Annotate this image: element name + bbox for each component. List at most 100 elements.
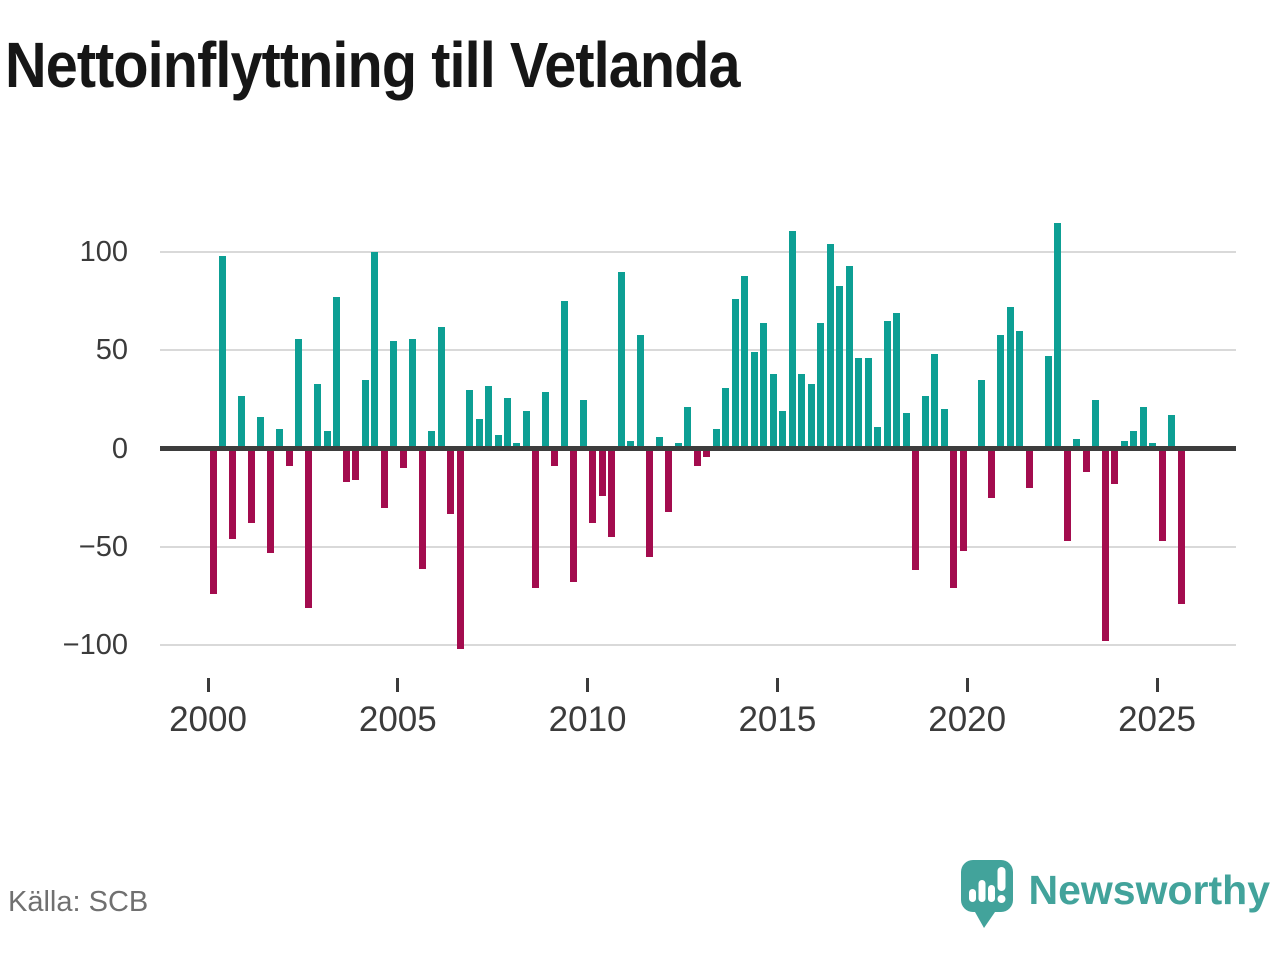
newsworthy-wordmark: Newsworthy bbox=[1028, 866, 1271, 913]
bar-2023-Q3 bbox=[1101, 448, 1109, 642]
bar-2021-Q2 bbox=[1016, 330, 1024, 449]
y-axis-label: 50 bbox=[95, 334, 128, 367]
bar-2011-Q4 bbox=[655, 436, 663, 449]
bar-2007-Q4 bbox=[503, 397, 511, 449]
newsworthy-logo: Newsworthy bbox=[957, 858, 1271, 930]
bar-2020-Q3 bbox=[987, 448, 995, 498]
bar-2025-Q3 bbox=[1177, 448, 1185, 604]
bar-2016-Q3 bbox=[836, 285, 844, 449]
bar-2001-Q2 bbox=[257, 417, 265, 449]
x-axis-label: 2010 bbox=[548, 700, 627, 739]
bar-2013-Q4 bbox=[731, 299, 739, 449]
bar-2004-Q4 bbox=[390, 340, 398, 449]
source-note: Källa: SCB bbox=[8, 886, 149, 918]
chart-title: Nettoinflyttning till Vetlanda bbox=[5, 29, 740, 101]
bar-2019-Q2 bbox=[940, 409, 948, 449]
x-tick-2000 bbox=[206, 678, 210, 692]
bar-2001-Q3 bbox=[266, 448, 274, 553]
bar-2022-Q1 bbox=[1044, 356, 1052, 449]
bar-2015-Q3 bbox=[798, 374, 806, 449]
bar-2008-Q3 bbox=[532, 448, 540, 589]
bar-2002-Q1 bbox=[285, 448, 293, 467]
bar-2003-Q4 bbox=[352, 448, 360, 481]
newsworthy-bubble-chart-icon bbox=[960, 860, 1013, 928]
bar-2007-Q3 bbox=[494, 434, 502, 449]
bar-2004-Q2 bbox=[371, 252, 379, 449]
bar-2006-Q4 bbox=[466, 389, 474, 449]
gridline-y--100 bbox=[160, 644, 1236, 647]
y-axis-label: −50 bbox=[78, 530, 128, 563]
bar-2023-Q2 bbox=[1092, 399, 1100, 449]
bar-2007-Q2 bbox=[485, 385, 492, 449]
bar-2006-Q3 bbox=[456, 448, 464, 650]
bar-2021-Q1 bbox=[1006, 307, 1014, 449]
bar-2008-Q4 bbox=[541, 391, 549, 449]
bar-2017-Q2 bbox=[864, 358, 872, 449]
bar-2002-Q3 bbox=[304, 448, 312, 608]
bar-2018-Q1 bbox=[893, 313, 901, 449]
bar-2008-Q2 bbox=[522, 411, 530, 449]
x-tick-2025 bbox=[1155, 678, 1159, 692]
bar-2023-Q4 bbox=[1111, 448, 1119, 485]
bar-2016-Q4 bbox=[845, 266, 853, 449]
y-axis-label: −100 bbox=[62, 629, 128, 662]
bar-2000-Q2 bbox=[219, 256, 227, 449]
bar-2016-Q1 bbox=[817, 322, 825, 449]
bar-2006-Q1 bbox=[437, 326, 445, 449]
y-axis-label: 0 bbox=[111, 432, 128, 465]
bar-2002-Q4 bbox=[314, 383, 322, 449]
bar-2010-Q4 bbox=[617, 271, 625, 449]
bar-2020-Q4 bbox=[997, 334, 1005, 449]
bar-2019-Q3 bbox=[950, 448, 958, 589]
bar-2011-Q1 bbox=[627, 440, 635, 449]
x-axis-label: 2005 bbox=[358, 700, 437, 739]
x-tick-2010 bbox=[586, 678, 590, 692]
bar-2017-Q4 bbox=[883, 321, 891, 449]
bar-2013-Q1 bbox=[703, 448, 711, 457]
x-axis-label: 2015 bbox=[738, 700, 817, 739]
bar-2004-Q1 bbox=[361, 379, 369, 449]
bar-2009-Q1 bbox=[551, 448, 559, 467]
x-tick-2005 bbox=[396, 678, 400, 692]
x-axis-label: 2020 bbox=[928, 700, 1007, 739]
bar-2005-Q1 bbox=[399, 448, 407, 469]
bar-2015-Q4 bbox=[807, 383, 815, 449]
x-axis-label: 2025 bbox=[1118, 700, 1196, 739]
bar-2001-Q4 bbox=[276, 429, 284, 449]
gridline-y-50 bbox=[160, 349, 1236, 352]
bar-2015-Q1 bbox=[779, 411, 787, 449]
bar-2010-Q3 bbox=[608, 448, 616, 538]
x-axis-label: 2000 bbox=[169, 700, 247, 739]
bar-2009-Q4 bbox=[579, 399, 587, 449]
bar-2012-Q2 bbox=[674, 442, 682, 449]
bar-2005-Q4 bbox=[428, 431, 436, 449]
bar-2002-Q2 bbox=[295, 338, 303, 449]
bar-2024-Q2 bbox=[1130, 431, 1138, 449]
bar-2000-Q1 bbox=[209, 448, 217, 595]
x-tick-2015 bbox=[775, 678, 779, 692]
bar-2006-Q2 bbox=[447, 448, 455, 514]
bar-2012-Q1 bbox=[665, 448, 673, 512]
bar-2009-Q3 bbox=[570, 448, 578, 583]
bar-2011-Q3 bbox=[646, 448, 654, 557]
bar-2019-Q1 bbox=[931, 354, 939, 449]
bar-2022-Q2 bbox=[1054, 222, 1062, 449]
bar-2021-Q3 bbox=[1025, 448, 1033, 488]
bar-2010-Q1 bbox=[589, 448, 597, 524]
bar-2013-Q2 bbox=[712, 429, 720, 449]
bar-2000-Q4 bbox=[238, 395, 246, 449]
bar-2014-Q1 bbox=[741, 275, 749, 449]
bar-2013-Q3 bbox=[722, 387, 730, 449]
x-tick-2020 bbox=[965, 678, 969, 692]
bar-2018-Q3 bbox=[912, 448, 920, 571]
bar-2014-Q2 bbox=[750, 352, 758, 449]
bar-2024-Q4 bbox=[1149, 442, 1157, 449]
bar-2003-Q1 bbox=[323, 431, 331, 449]
bar-2005-Q2 bbox=[409, 338, 417, 449]
bar-2014-Q3 bbox=[760, 322, 768, 449]
bar-2019-Q4 bbox=[959, 448, 967, 551]
bar-2025-Q1 bbox=[1158, 448, 1166, 541]
gridline-y-100 bbox=[160, 251, 1236, 254]
